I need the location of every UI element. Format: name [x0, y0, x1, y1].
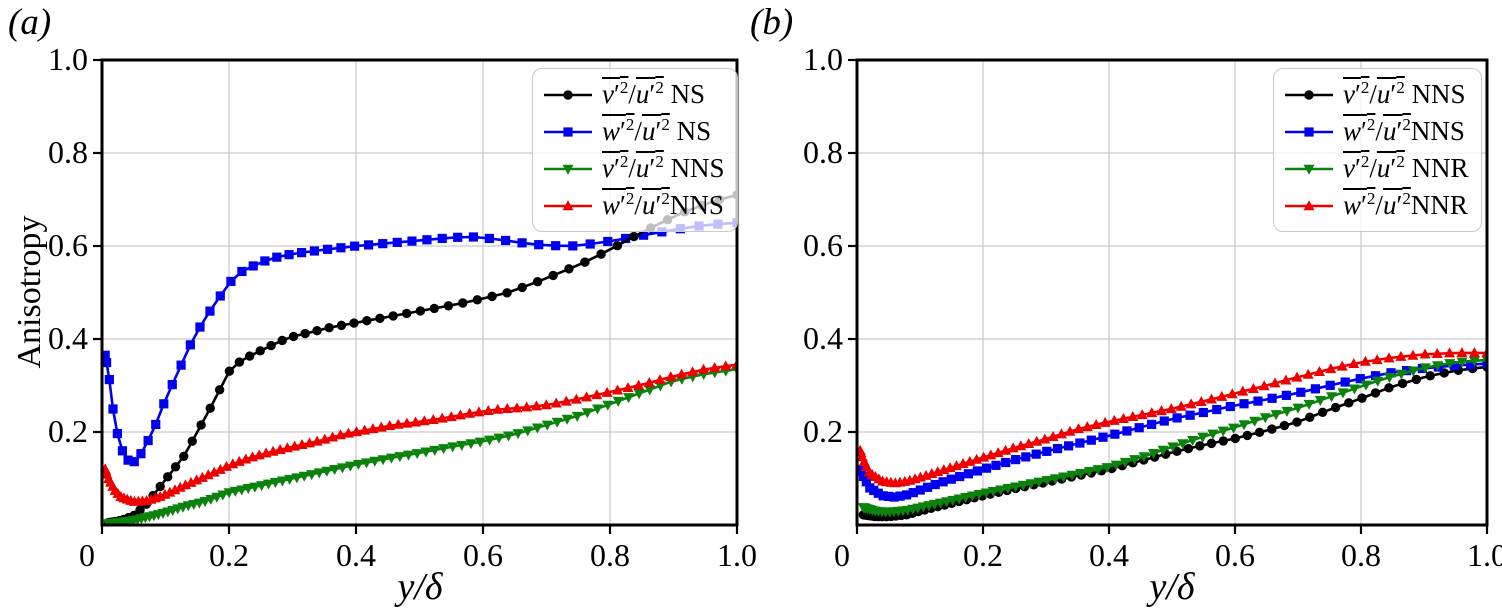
y-tick-label: 1.0 [48, 41, 88, 77]
y-tick-label: 0.6 [803, 227, 843, 263]
legend-label: v′2/u′2 NS [602, 78, 706, 109]
legend-entry-v2u2-ns: v′2/u′2 NS [543, 76, 725, 113]
chart-canvas-b [848, 58, 1489, 534]
plot-area-b: 0 0.2 0.4 0.6 0.8 1.0 0.2 0.4 0.6 0.8 1.0 v′2/u′2 N… [803, 41, 1502, 572]
series-markers-w2u2-nns [857, 359, 1487, 502]
legend-label: v′2/u′2 NNR [1343, 152, 1469, 183]
y-tick-label: 1.0 [803, 41, 843, 77]
legend-label: v′2/u′2 NNS [602, 152, 725, 183]
x-axis-label-b: y/δ [1092, 568, 1252, 606]
legend-label: w′2/u′2NNS [602, 189, 724, 220]
series-markers-v2u2-nns [102, 365, 737, 525]
x-tick-label: 0.8 [1341, 537, 1381, 573]
x-tick-label: 0.2 [209, 537, 249, 573]
series-group [857, 347, 1487, 522]
legend-key-circle-icon [544, 89, 592, 100]
series-line-v2u2-nnr [862, 358, 1487, 514]
legend: v′2/u′2 NNS w′2/u′2NNS v′2/u′2 NNR w′2/u′2N… [1273, 68, 1482, 232]
legend-key-triangle-up-icon [544, 199, 592, 210]
x-tick-label: 0.6 [1215, 537, 1255, 573]
legend-entry-w2u2-nnr: w′2/u′2NNR [1284, 187, 1469, 224]
legend-entry-v2u2-nnr: v′2/u′2 NNR [1284, 150, 1469, 187]
y-tick-label: 0.4 [803, 320, 843, 356]
chart-canvas-a [93, 58, 739, 534]
plot-border [855, 58, 1489, 527]
plot-border [100, 58, 739, 527]
x-axis-label-a-text: y/δ [397, 566, 443, 608]
y-tick-label: 0.4 [48, 320, 88, 356]
legend-label: v′2/u′2 NNS [1343, 78, 1466, 109]
series-markers-w2u2-nnr [857, 347, 1487, 488]
legend-entry-w2u2-ns: w′2/u′2 NS [543, 113, 725, 150]
legend: v′2/u′2 NS w′2/u′2 NS v′2/u′2 NNS w′2/u′2NN… [532, 68, 738, 232]
legend-entry-v2u2-nns: v′2/u′2 NNS [1284, 76, 1469, 113]
panel-a-tag: (a) [8, 2, 52, 43]
y-tick-label: 0.8 [803, 134, 843, 170]
x-tick-label: 0.4 [336, 537, 376, 573]
x-tick-label: 0.8 [590, 537, 630, 573]
legend-entry-w2u2-nns: w′2/u′2NNS [1284, 113, 1469, 150]
x-tick-label: 0.4 [1089, 537, 1129, 573]
x-tick-label: 1.0 [1467, 537, 1502, 573]
x-tick-label: 1.0 [717, 537, 757, 573]
series-group [102, 190, 737, 525]
legend-key-square-icon [1285, 126, 1333, 137]
series-line-v2u2-nns [863, 365, 1487, 518]
legend-key-square-icon [544, 126, 592, 137]
x-tick-label: 0 [79, 537, 95, 573]
x-tick-label: 0.2 [963, 537, 1003, 573]
x-tick-label: 0.6 [463, 537, 503, 573]
plot-area-a: 0 0.2 0.4 0.6 0.8 1.0 0.2 0.4 0.6 0.8 1.0 v′2/u′2 N… [48, 41, 757, 572]
legend-entry-w2u2-nns: w′2/u′2NNS [543, 187, 725, 224]
legend-label: w′2/u′2 NS [602, 115, 712, 146]
y-tick-label: 0.6 [48, 227, 88, 263]
series-markers-w2u2-nns [102, 358, 737, 506]
series-markers-v2u2-nnr [857, 355, 1487, 518]
legend-entry-v2u2-nns: v′2/u′2 NNS [543, 150, 725, 187]
series-line-w2u2-ns [103, 221, 737, 464]
legend-label: w′2/u′2NNS [1343, 115, 1465, 146]
x-tick-label: 0 [834, 537, 850, 573]
legend-key-triangle-up-icon [1285, 199, 1333, 210]
x-axis-label-b-text: y/δ [1149, 566, 1195, 608]
legend-label: w′2/u′2NNR [1343, 189, 1468, 220]
legend-key-triangle-down-icon [544, 164, 592, 175]
x-axis-label-a: y/δ [340, 568, 500, 606]
legend-key-triangle-down-icon [1285, 164, 1333, 175]
y-tick-label: 0.2 [803, 413, 843, 449]
panel-b-tag: (b) [750, 2, 794, 43]
legend-key-circle-icon [1285, 89, 1333, 100]
y-tick-label: 0.2 [48, 413, 88, 449]
y-tick-label: 0.8 [48, 134, 88, 170]
